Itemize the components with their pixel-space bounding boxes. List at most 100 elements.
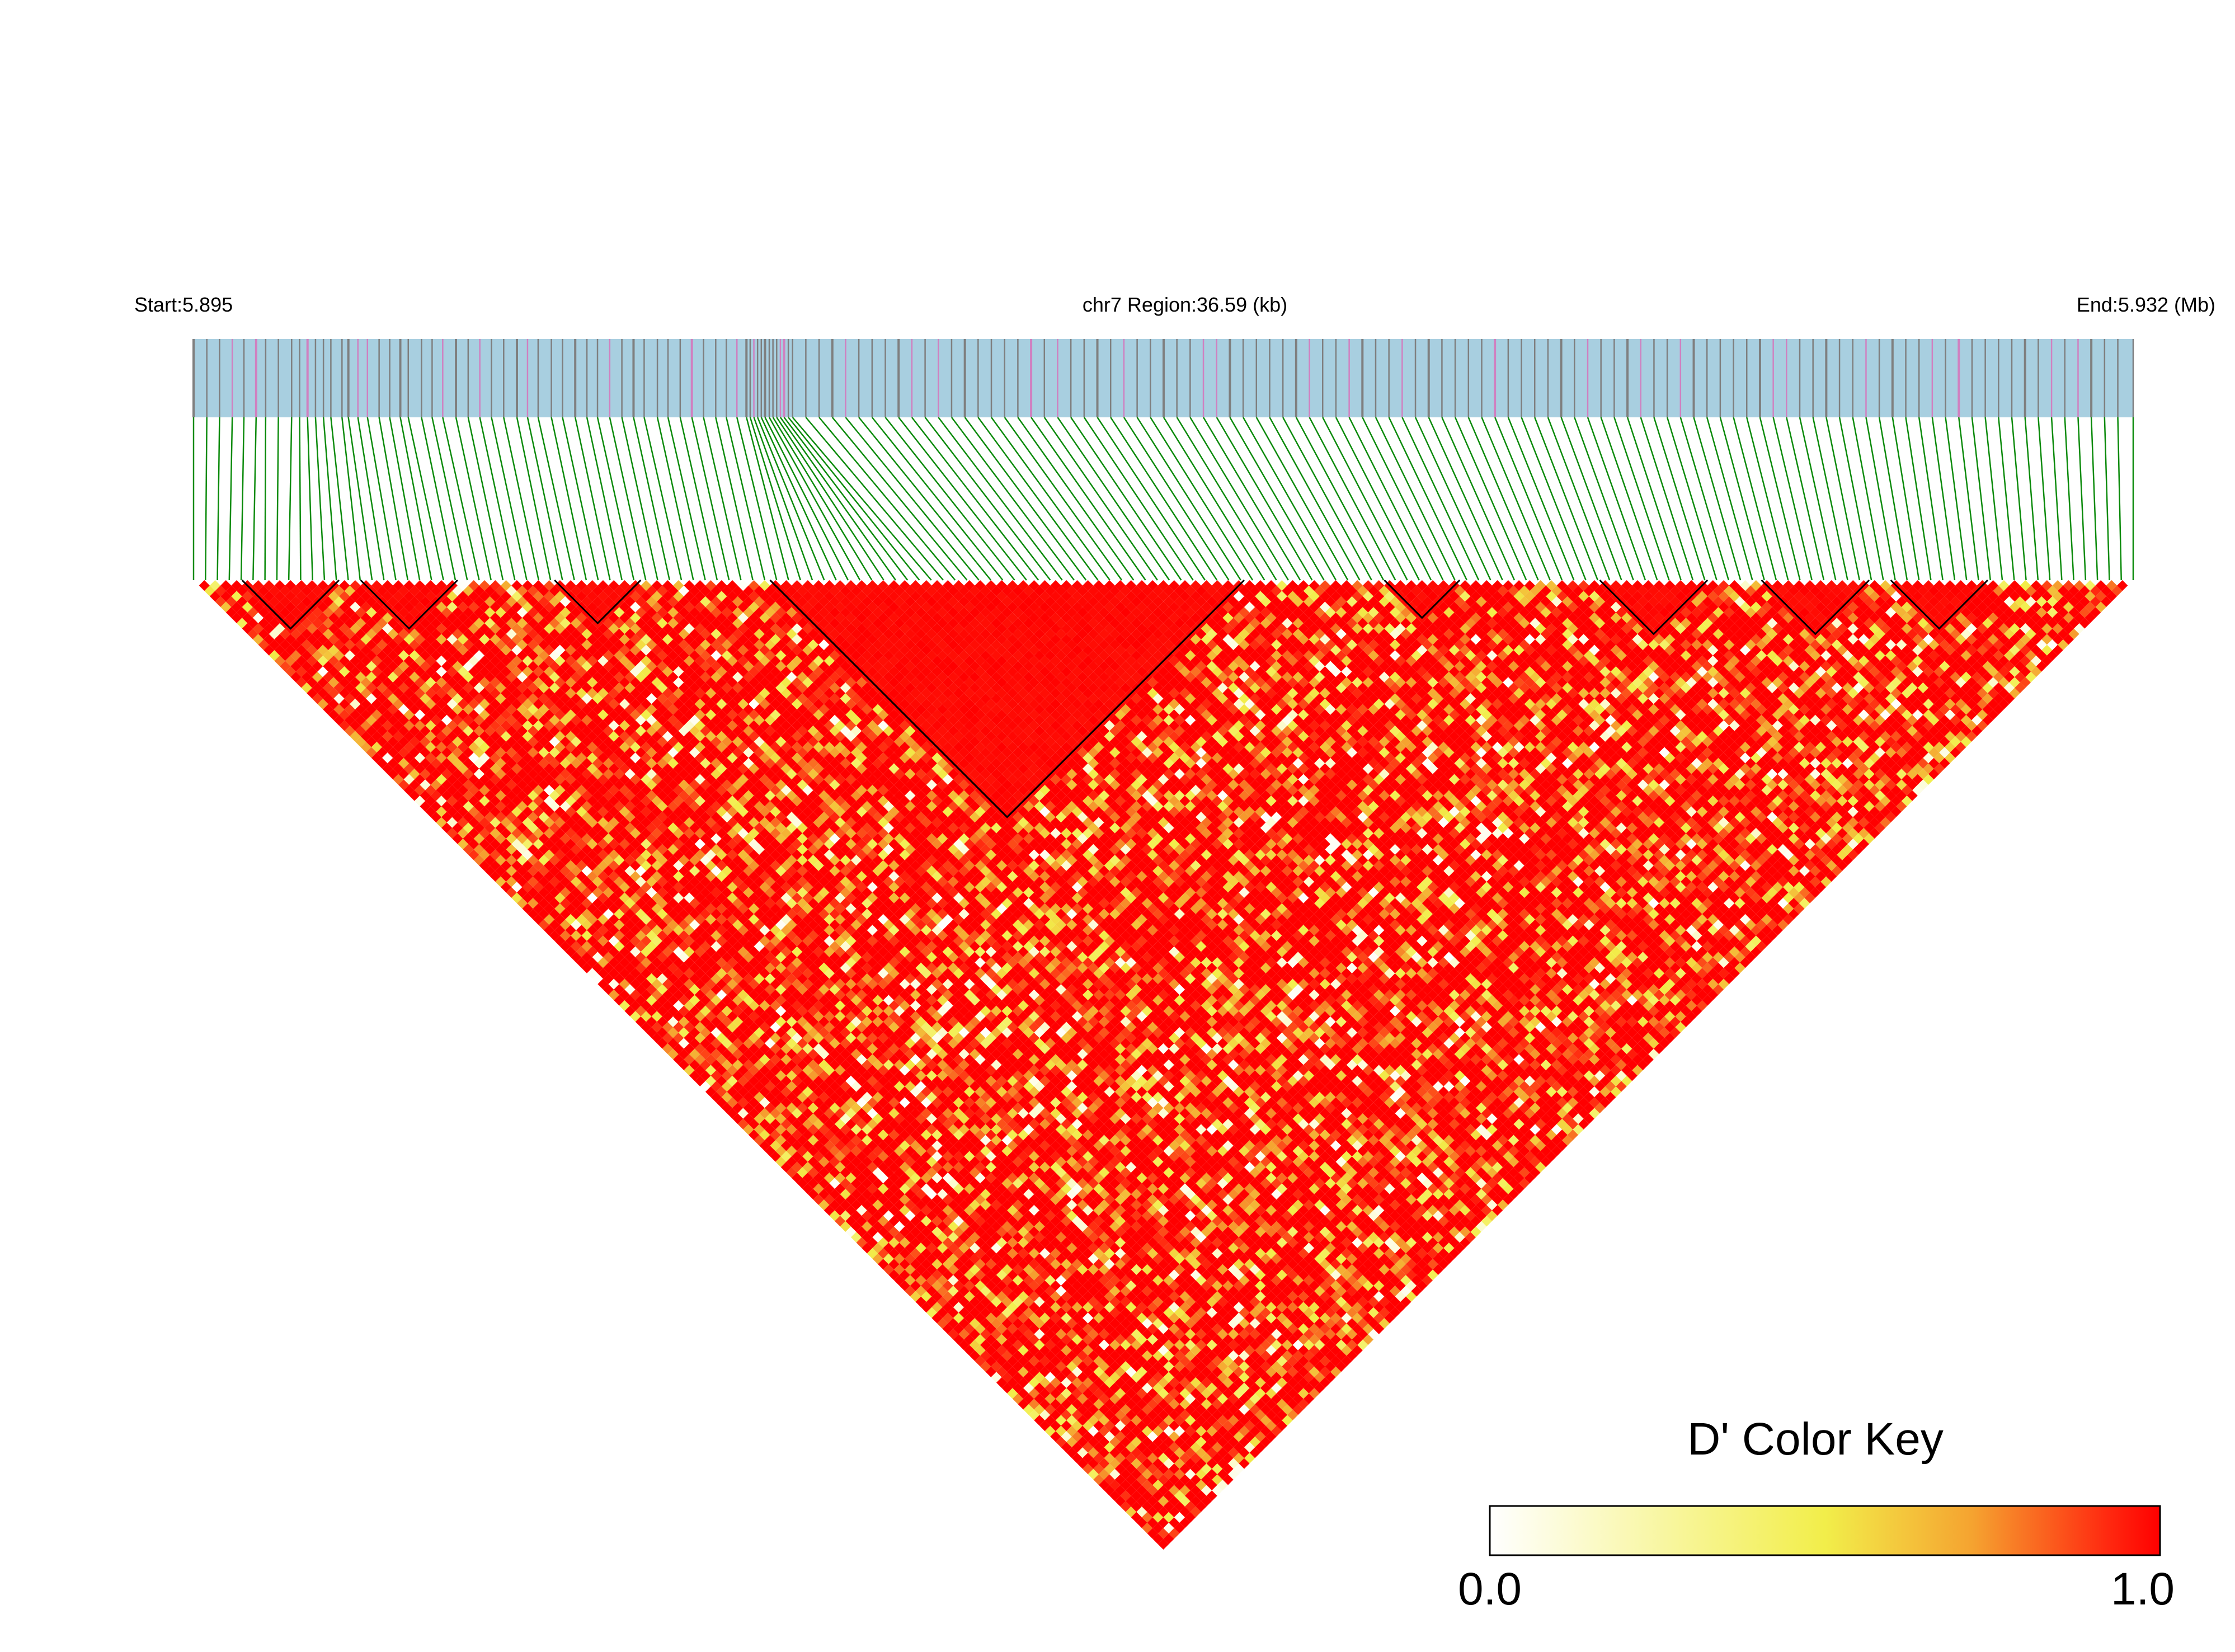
ld-cell bbox=[457, 796, 469, 807]
ld-cell bbox=[931, 1291, 943, 1302]
ld-cell bbox=[473, 855, 485, 866]
snp-connector bbox=[858, 417, 992, 581]
ld-cell bbox=[1061, 1409, 1072, 1420]
ld-cell bbox=[425, 806, 436, 817]
ld-cell bbox=[964, 1334, 975, 1345]
ld-cell bbox=[549, 930, 560, 942]
ld-cell bbox=[500, 860, 512, 871]
snp-connector bbox=[1679, 417, 1730, 581]
snp-connector bbox=[1255, 417, 1349, 581]
ld-cell bbox=[975, 1356, 986, 1367]
ld-cell bbox=[479, 806, 490, 817]
ld-cell bbox=[786, 1156, 797, 1168]
snp-connector bbox=[1587, 417, 1646, 581]
ld-cell bbox=[344, 693, 355, 704]
ld-cell bbox=[355, 714, 366, 726]
ld-cell bbox=[463, 790, 474, 801]
ld-cell bbox=[323, 661, 334, 672]
ld-cell bbox=[403, 741, 415, 753]
ld-cell bbox=[398, 747, 410, 758]
ld-cell bbox=[387, 725, 398, 737]
ld-cell bbox=[506, 865, 517, 877]
ld-cell bbox=[366, 725, 377, 737]
ld-cell bbox=[360, 688, 371, 699]
snp-connector bbox=[1640, 417, 1694, 581]
snp-connector bbox=[703, 417, 742, 581]
ld-cell bbox=[344, 725, 355, 737]
snp-connector bbox=[783, 417, 909, 581]
ld-cell bbox=[360, 720, 371, 731]
ld-cell bbox=[1061, 1431, 1072, 1442]
ld-cell bbox=[463, 801, 474, 812]
ld-cell bbox=[1039, 1399, 1051, 1410]
snp-connector bbox=[2077, 417, 2087, 581]
ld-cell bbox=[333, 682, 345, 694]
ld-cell bbox=[603, 952, 614, 963]
ld-cell bbox=[393, 731, 404, 742]
ld-cell bbox=[850, 1231, 862, 1243]
snp-connector bbox=[1070, 417, 1182, 581]
ld-cell bbox=[1163, 1501, 1174, 1512]
ld-cell bbox=[511, 882, 523, 893]
snp-connector bbox=[2038, 417, 2051, 581]
ld-cell bbox=[479, 817, 490, 828]
ld-cell bbox=[915, 1274, 926, 1286]
snp-connector bbox=[898, 417, 1027, 581]
ld-cell bbox=[1098, 1458, 1110, 1469]
ld-cell bbox=[727, 1108, 738, 1119]
ld-cell bbox=[893, 1264, 905, 1275]
ld-cell bbox=[463, 844, 474, 855]
snp-connector bbox=[805, 417, 944, 581]
ld-cell bbox=[522, 860, 533, 871]
ld-cell bbox=[624, 952, 636, 963]
ld-cell bbox=[662, 1011, 674, 1022]
snp-connector bbox=[1110, 417, 1218, 581]
ld-cell bbox=[484, 833, 496, 844]
ld-cell bbox=[371, 752, 383, 764]
ld-cell bbox=[829, 1167, 840, 1178]
ld-cell bbox=[436, 774, 447, 785]
ld-cell bbox=[996, 1377, 1008, 1389]
ld-cell bbox=[328, 688, 340, 699]
ld-cell bbox=[1061, 1420, 1072, 1432]
snp-connector bbox=[347, 417, 373, 581]
ld-cell bbox=[905, 1242, 916, 1254]
ld-cell bbox=[344, 682, 355, 694]
snp-connector bbox=[503, 417, 540, 581]
ld-cell bbox=[382, 763, 393, 774]
ld-cell bbox=[975, 1334, 986, 1345]
ld-cell bbox=[1039, 1377, 1051, 1389]
ld-cell bbox=[862, 1221, 873, 1232]
ld-cell bbox=[285, 644, 296, 656]
ld-cell bbox=[425, 796, 436, 807]
ld-cell bbox=[1039, 1388, 1051, 1399]
ld-cell bbox=[657, 1038, 668, 1049]
ld-cell bbox=[711, 1038, 722, 1049]
ld-cell bbox=[355, 693, 366, 704]
region-label: chr7 Region:36.59 (kb) bbox=[1083, 293, 1287, 316]
ld-cell bbox=[307, 644, 318, 656]
ld-cell bbox=[377, 704, 388, 715]
ld-cell bbox=[312, 682, 323, 694]
snp-connector bbox=[314, 417, 326, 581]
ld-cell bbox=[479, 827, 490, 839]
ld-cell bbox=[360, 698, 371, 710]
snp-connector bbox=[1375, 417, 1456, 581]
ld-cell bbox=[1126, 1485, 1137, 1496]
ld-cell bbox=[1007, 1366, 1018, 1377]
ld-cell bbox=[1071, 1452, 1083, 1463]
ld-cell bbox=[522, 870, 533, 882]
ld-cell bbox=[630, 1011, 641, 1022]
ld-cell bbox=[1152, 1533, 1164, 1545]
snp-connector bbox=[753, 417, 813, 581]
ld-cell bbox=[280, 607, 291, 618]
ld-cell bbox=[1023, 1372, 1034, 1383]
snp-connector bbox=[205, 417, 208, 581]
ld-cell bbox=[888, 1259, 900, 1270]
snp-connector bbox=[586, 417, 623, 581]
ld-cell bbox=[1114, 1474, 1126, 1485]
ld-cell bbox=[242, 601, 253, 613]
ld-cell bbox=[360, 731, 371, 742]
ld-cell bbox=[840, 1188, 851, 1200]
snp-connector bbox=[276, 417, 279, 581]
